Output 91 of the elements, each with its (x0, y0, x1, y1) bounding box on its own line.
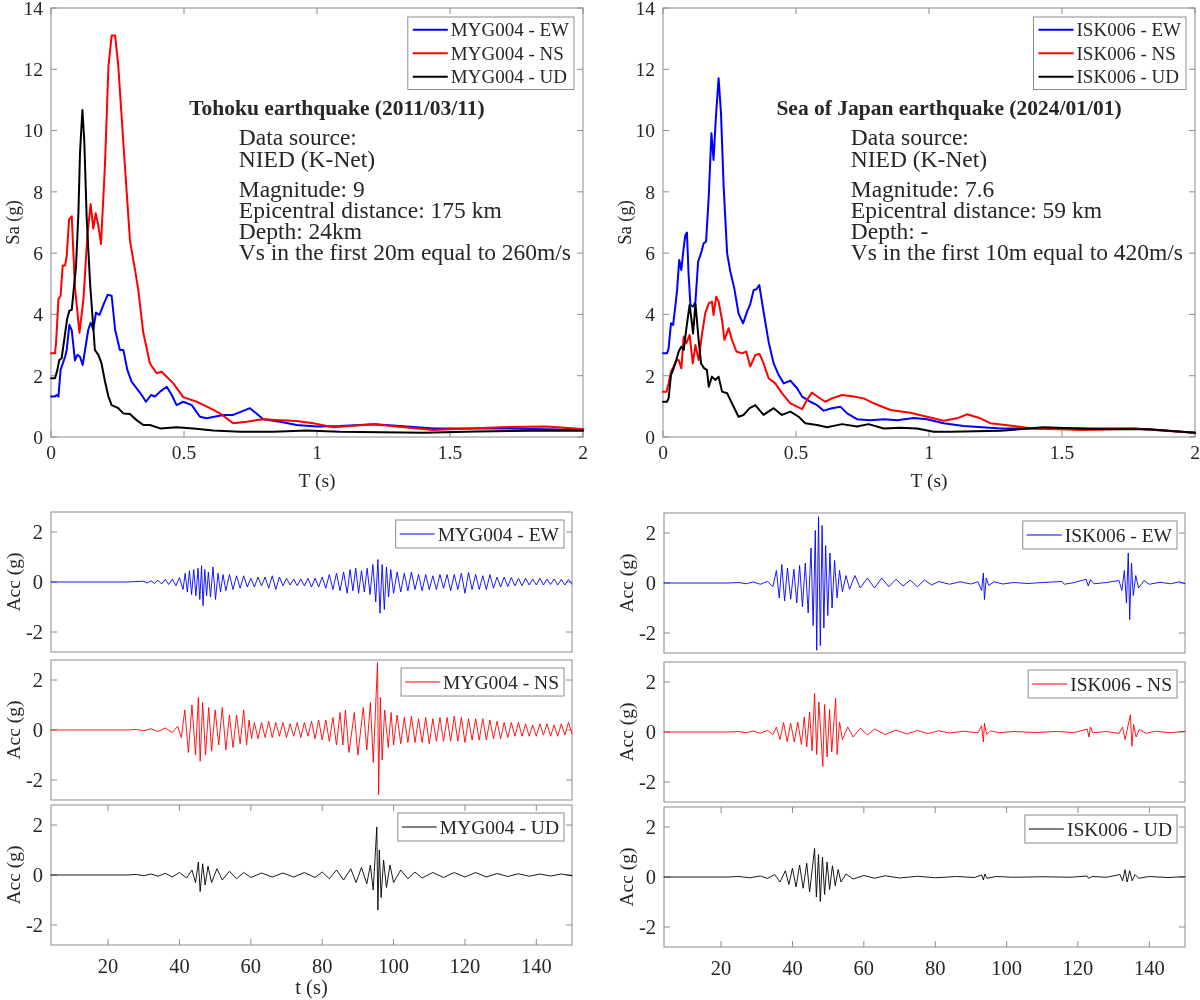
y-tick-label: 2 (32, 669, 43, 692)
y-tick-label: 0 (645, 721, 656, 744)
x-tick-label: 100 (991, 957, 1022, 979)
y-tick-label: 0 (645, 426, 655, 448)
x-axis-title: t (s) (295, 976, 328, 999)
x-tick-label: 2 (1190, 442, 1200, 463)
y-tick-label: 0 (33, 426, 43, 448)
x-tick-label: 100 (378, 955, 409, 977)
x-tick-label: 120 (1062, 957, 1094, 979)
x-tick-label: 0.5 (783, 442, 809, 463)
y-axis-title: Sa (g) (615, 200, 637, 245)
text: Tohoku earthquake (2011/03/11) (189, 96, 485, 121)
y-tick-label: 0 (32, 571, 43, 594)
y-tick-label: -2 (25, 769, 43, 792)
y-tick-label: 0 (645, 572, 656, 595)
y-tick-label: -2 (638, 771, 656, 794)
y-tick-label: 2 (645, 816, 656, 839)
y-tick-label: 14 (23, 0, 44, 19)
x-tick-label: 60 (853, 957, 875, 979)
y-tick-label: -2 (638, 622, 656, 645)
x-tick-label: 20 (97, 955, 119, 977)
x-tick-label: 40 (782, 957, 803, 979)
y-tick-label: 10 (23, 120, 43, 142)
legend-label: ISK006 - NS (1070, 673, 1172, 695)
legend-label: MYG004 - UD (439, 816, 559, 838)
y-tick-label: 4 (645, 304, 656, 326)
y-axis-title: Sa (g) (3, 200, 25, 245)
y-tick-label: 14 (635, 0, 656, 19)
y-tick-label: 12 (23, 59, 43, 81)
annotation: Magnitude: 7.6 Epicentral distance: 59 km Depth: - Vs in the first 10m equal to 420m/s (850, 175, 1184, 266)
x-tick-label: 80 (924, 957, 946, 979)
y-tick-label: 8 (33, 181, 43, 203)
y-tick-label: 2 (645, 365, 655, 387)
line-series (663, 848, 1186, 902)
legend-label: ISK006 - NS (1076, 42, 1176, 64)
y-tick-label: 0 (32, 719, 43, 742)
legend-label: ISK006 - EW (1064, 524, 1173, 546)
x-tick-label: 40 (169, 955, 190, 977)
legend-label: ISK006 - UD (1076, 66, 1179, 88)
annotation: Data source: NIED (K-Net) (238, 124, 376, 172)
legend-label: MYG004 - EW (450, 19, 570, 41)
legend-label: ISK006 - UD (1066, 818, 1172, 840)
y-tick-label: 4 (33, 304, 44, 326)
y-tick-label: 2 (32, 814, 43, 837)
y-axis-title: Acc (g) (2, 845, 25, 905)
y-axis-title: Acc (g) (615, 702, 638, 762)
y-tick-label: 2 (33, 365, 43, 387)
legend-label: MYG004 - EW (437, 523, 560, 545)
text: Sea of Japan earthquake (2024/01/01) (776, 96, 1122, 121)
x-tick-label: 80 (311, 955, 333, 977)
x-axis-title: T (s) (298, 470, 336, 492)
annotation: Data source: NIED (K-Net) (850, 124, 988, 172)
y-tick-label: 6 (33, 242, 44, 264)
line-series (50, 34, 584, 431)
y-tick-label: 0 (32, 864, 43, 887)
annotation: Magnitude: 9 Epicentral distance: 175 km Depth: 24km Vs in the first 20m equal to 260m/s (238, 175, 572, 266)
y-tick-label: 12 (635, 59, 655, 81)
y-axis-title: Acc (g) (615, 553, 638, 613)
y-tick-label: -2 (25, 914, 43, 937)
x-tick-label: 1 (312, 442, 322, 463)
x-tick-label: 140 (520, 955, 552, 977)
legend-label: ISK006 - EW (1076, 19, 1182, 41)
line-series (663, 516, 1186, 651)
legend-label: MYG004 - NS (450, 42, 564, 64)
y-axis-title: Acc (g) (2, 700, 25, 760)
line-series (50, 559, 573, 614)
x-tick-label: 2 (578, 442, 588, 463)
x-tick-label: 140 (1133, 957, 1165, 979)
x-tick-label: 1 (924, 442, 934, 463)
x-axis-title: T (s) (910, 470, 948, 492)
x-tick-label: 1.5 (1049, 442, 1075, 463)
legend-label: MYG004 - NS (443, 671, 559, 693)
x-tick-label: 120 (449, 955, 481, 977)
y-tick-label: 0 (645, 866, 656, 889)
legend-label: MYG004 - UD (450, 66, 567, 88)
line-series (50, 662, 573, 796)
y-tick-label: 6 (645, 242, 656, 264)
y-tick-label: 8 (645, 181, 655, 203)
x-tick-label: 20 (710, 957, 732, 979)
y-tick-label: 2 (645, 522, 656, 545)
y-tick-label: 2 (32, 521, 43, 544)
y-tick-label: 10 (635, 120, 655, 142)
y-tick-label: 2 (645, 671, 656, 694)
line-series (663, 693, 1186, 767)
x-tick-label: 1.5 (437, 442, 463, 463)
y-axis-title: Acc (g) (615, 847, 638, 907)
y-tick-label: -2 (25, 621, 43, 644)
x-tick-label: 0.5 (171, 442, 197, 463)
y-tick-label: -2 (638, 916, 656, 939)
x-tick-label: 60 (240, 955, 262, 977)
y-axis-title: Acc (g) (2, 552, 25, 612)
